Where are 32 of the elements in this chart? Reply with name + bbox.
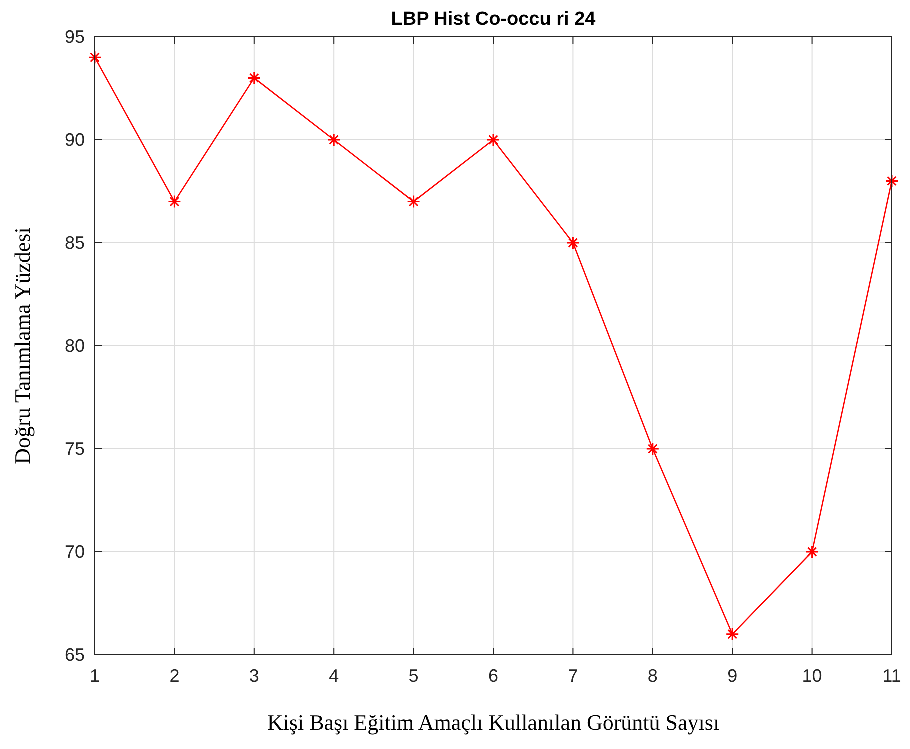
point <box>885 174 899 188</box>
point <box>407 195 421 209</box>
x-tick-label: 4 <box>329 666 340 686</box>
point <box>566 236 580 250</box>
point <box>248 71 262 85</box>
y-tick-label: 85 <box>64 233 85 253</box>
x-tick-label: 8 <box>648 666 658 686</box>
y-tick-label: 80 <box>64 336 85 356</box>
x-tick-label: 1 <box>90 666 100 686</box>
point <box>88 50 102 64</box>
point <box>486 133 500 147</box>
x-tick-label: 3 <box>249 666 260 686</box>
x-tick-label: 2 <box>170 666 180 686</box>
y-axis-title: Doğru Tanımlama Yüzdesi <box>10 228 35 464</box>
point <box>806 545 820 559</box>
x-tick-label: 6 <box>488 666 499 686</box>
x-tick-label: 9 <box>728 666 738 686</box>
y-tick-label: 65 <box>64 645 85 665</box>
y-tick-label: 75 <box>64 439 85 459</box>
point <box>327 133 341 147</box>
x-tick-label: 11 <box>882 666 902 686</box>
y-tick-label: 70 <box>64 542 85 562</box>
chart-title: LBP Hist Co-occu ri 24 <box>391 9 596 30</box>
y-tick-label: 95 <box>64 27 85 47</box>
point <box>646 442 660 456</box>
x-tick-label: 5 <box>408 666 419 686</box>
x-axis-title: Kişi Başı Eğitim Amaçlı Kullanılan Görüntü Sayısı <box>267 710 720 735</box>
y-tick-label: 90 <box>64 130 85 150</box>
point <box>168 195 182 209</box>
point <box>726 628 740 642</box>
x-tick-label: 10 <box>802 666 822 686</box>
x-tick-label: 7 <box>568 666 578 686</box>
